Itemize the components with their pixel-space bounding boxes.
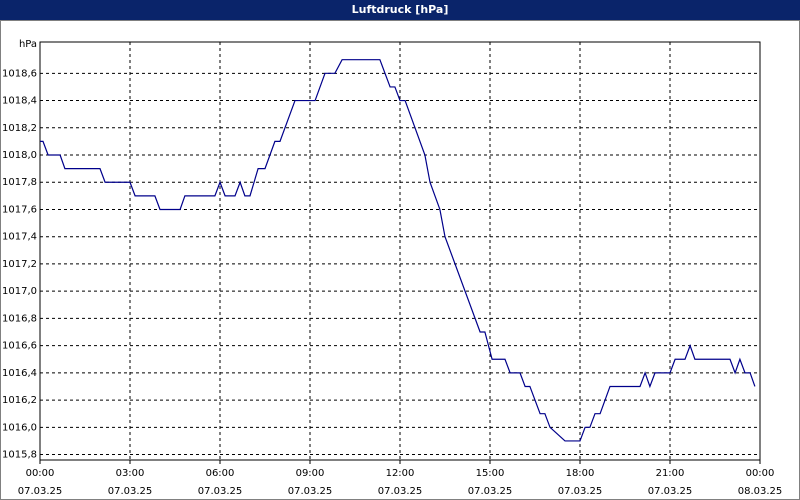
x-tick-label: 06:00 07.03.25 [197, 468, 243, 497]
x-tick-label: 21:00 07.03.25 [647, 468, 693, 497]
x-tick-label: 00:00 07.03.25 [17, 468, 63, 497]
x-tick-label: 12:00 07.03.25 [377, 468, 423, 497]
x-tick-label: 00:00 08.03.25 [737, 468, 783, 497]
y-tick-label: 1015,8 [2, 450, 37, 461]
y-tick-label: 1016,2 [2, 395, 37, 406]
x-tick-label: 15:00 07.03.25 [467, 468, 513, 497]
y-tick-label: 1017,0 [2, 286, 37, 297]
data-line [40, 59, 756, 442]
y-tick-label: 1018,0 [2, 150, 37, 161]
y-unit: hPa [19, 39, 37, 50]
y-tick-label: 1016,8 [2, 313, 37, 324]
y-tick-label: 1017,8 [2, 177, 37, 188]
y-tick-label: 1018,4 [2, 96, 37, 107]
y-tick-label: 1016,6 [2, 341, 37, 352]
x-tick-label: 18:00 07.03.25 [557, 468, 603, 497]
y-tick-label: 1016,4 [2, 368, 37, 379]
y-tick-label: 1018,6 [2, 68, 37, 79]
y-tick-label: 1017,2 [2, 259, 37, 270]
title-bar [0, 0, 800, 20]
y-tick-label: 1017,6 [2, 204, 37, 215]
y-tick-label: 1016,0 [2, 422, 37, 433]
x-tick-label: 03:00 07.03.25 [107, 468, 153, 497]
y-tick-label: 1018,2 [2, 123, 37, 134]
chart-title: Luftdruck [hPa] [352, 3, 449, 16]
x-tick-label: 09:00 07.03.25 [287, 468, 333, 497]
y-tick-label: 1017,4 [2, 232, 37, 243]
